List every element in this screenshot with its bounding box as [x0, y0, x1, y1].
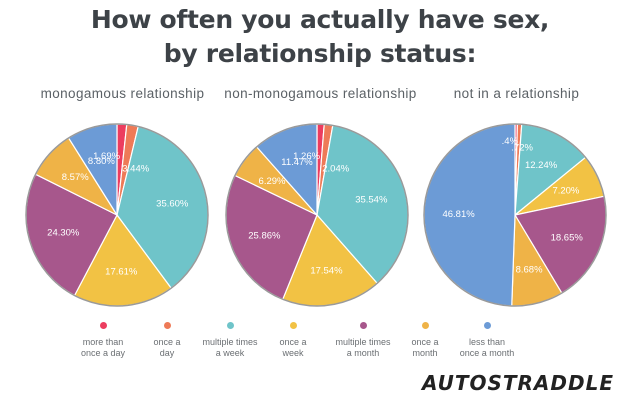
- pie-2-label-multiple-times-a-week: 12.24%: [525, 160, 558, 171]
- pie-1-label-less-than-once-a-month: 11.47%: [281, 157, 313, 168]
- pie-0-label-once-a-day: 3.44%: [122, 164, 149, 175]
- pie-0-label-less-than-once-a-month: 8.80%: [88, 156, 115, 167]
- legend-item-once-a-month: once a month: [380, 322, 470, 359]
- legend-dot: [483, 322, 491, 329]
- legend-item-multiple-times-a-week: multiple times a week: [185, 322, 275, 359]
- legend-dot: [163, 322, 171, 329]
- pie-1-label-once-a-week: 17.54%: [310, 266, 343, 277]
- pie-2: .4%.72% 12.24% 7.20% 18.65% 8.68% 46.81%: [423, 123, 607, 307]
- pie-0-label-once-a-month: 8.57%: [62, 172, 89, 183]
- pie-1-label-more-than-once-a-day: 1.26%: [293, 151, 320, 162]
- pie-2-outline: [423, 123, 607, 307]
- pie-2-label-once-a-day: .72%: [511, 142, 533, 153]
- legend-dot: [359, 322, 367, 329]
- legend-item-once-a-day: once a day: [122, 322, 212, 359]
- chart-title-line-2: by relationship status:: [163, 39, 477, 68]
- pie-2-label-more-than-once-a-day: .4%: [502, 136, 519, 147]
- pie-title-single: not in a relationship: [453, 86, 580, 101]
- legend-label: less than once a month: [459, 337, 515, 358]
- pie-1-label-multiple-times-a-week: 35.54%: [355, 195, 388, 206]
- pie-1-outline: [225, 123, 409, 307]
- legend-label: more than once a day: [80, 337, 126, 358]
- pie-2-label-less-than-once-a-month: 46.81%: [442, 209, 475, 220]
- legend-item-more-than-once-a-day: more than once a day: [58, 322, 148, 359]
- pie-1-label-multiple-times-a-month: 25.86%: [248, 230, 281, 241]
- legend-item-once-a-week: once a week: [248, 322, 338, 359]
- pie-1-label-once-a-day: 2.04%: [322, 164, 349, 175]
- legend-label: multiple times a week: [202, 337, 258, 358]
- pie-2-label-once-a-month: 8.68%: [516, 265, 543, 276]
- pie-0-label-multiple-times-a-month: 24.30%: [47, 227, 80, 238]
- legend-label: once a week: [279, 337, 307, 358]
- pie-1: 1.26% 35.54% 17.54% 25.86% 6.29% 11.47% 2.04%: [225, 123, 409, 307]
- pie-0-label-multiple-times-a-week: 35.60%: [156, 199, 189, 210]
- legend-item-less-than-once-a-month: less than once a month: [442, 322, 532, 359]
- pie-0-outline: [25, 123, 209, 307]
- legend-dot: [289, 322, 297, 329]
- legend-dot: [226, 322, 234, 329]
- legend-dot: [99, 322, 107, 329]
- legend-label: once a day: [153, 337, 181, 358]
- legend-label: once a month: [411, 337, 439, 358]
- pie-title-monogamous: monogamous relationship: [40, 86, 205, 101]
- pie-0-label-more-than-once-a-day: 1.69%: [93, 151, 120, 162]
- legend-item-multiple-times-a-month: multiple times a month: [318, 322, 408, 359]
- pie-1-label-once-a-month: 6.29%: [259, 176, 286, 187]
- pie-2-label-once-a-week: 7.20%: [552, 186, 579, 197]
- autostraddle-logo: AUTOSTRADDLE: [422, 371, 614, 395]
- legend-label: multiple times a month: [335, 337, 391, 358]
- chart-title-line-1: How often you actually have sex,: [90, 5, 550, 34]
- legend-dot: [421, 322, 429, 329]
- pie-0: 1.69% 35.60% 17.61% 24.30% 8.57% 8.80% 3.44%: [25, 123, 209, 307]
- pie-title-non-monogamous: non-monogamous relationship: [224, 86, 417, 101]
- pie-0-label-once-a-week: 17.61%: [105, 266, 138, 277]
- pie-2-label-multiple-times-a-month: 18.65%: [551, 233, 584, 244]
